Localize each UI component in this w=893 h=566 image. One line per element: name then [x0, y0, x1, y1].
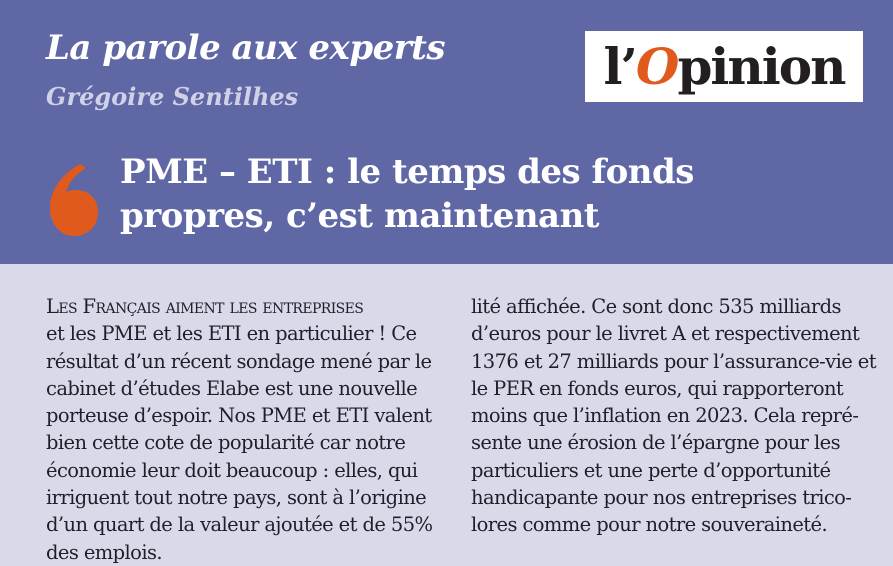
text-line: lores comme pour notre souveraineté. [471, 513, 828, 537]
author-name: Grégoire Sentilhes [46, 82, 299, 111]
section-kicker: La parole aux experts [46, 28, 445, 68]
headline-line: propres, c’est maintenant [120, 196, 600, 236]
text-line: cabinet d’études Elabe est une nouvelle [46, 376, 418, 400]
text-line: porteuse d’espoir. Nos PME et ETI valent [46, 404, 432, 428]
text-line: bien cette cote de popularité car notre [46, 431, 406, 455]
headline-line: PME – ETI : le temps des fonds [120, 152, 694, 192]
logo-accent-letter: O [635, 37, 680, 96]
text-line: irriguent tout notre pays, sont à l’orig… [46, 486, 427, 510]
text-line: résultat d’un récent sondage mené par le [46, 349, 432, 373]
lead-in-line: Les Français aiment les entreprises [46, 295, 364, 318]
text-line: d’euros pour le livret A et respectiveme… [471, 322, 860, 346]
article-column-left: Les Français aiment les entreprises et l… [46, 293, 446, 566]
text-line: lité affichée. Ce sont donc 535 milliard… [471, 295, 842, 318]
article-header: La parole aux experts Grégoire Sentilhes… [0, 0, 893, 264]
text-line: handicapante pour nos entreprises trico- [471, 486, 852, 510]
article-headline: PME – ETI : le temps des fonds propres, … [120, 150, 840, 238]
text-line: 1376 et 27 milliards pour l’assurance-vi… [471, 349, 877, 373]
logo-suffix: pinion [677, 37, 846, 96]
article-column-right: lité affichée. Ce sont donc 535 milliard… [471, 293, 877, 539]
text-line: d’un quart de la valeur ajoutée et de 55… [46, 513, 433, 537]
text-line: le PER en fonds euros, qui rapporteront [471, 376, 844, 400]
opening-quote-icon [50, 164, 98, 236]
text-line: sente une érosion de l’épargne pour les [471, 431, 841, 455]
text-line: et les PME et les ETI en particulier ! C… [46, 322, 417, 346]
text-line: particuliers et une perte d’opportunité [471, 458, 831, 482]
text-line: moins que l’inflation en 2023. Cela repr… [471, 404, 859, 428]
text-line: des emplois. [46, 540, 163, 564]
logo-prefix: l’ [603, 37, 638, 96]
text-line: économie leur doit beaucoup : elles, qui [46, 458, 418, 482]
